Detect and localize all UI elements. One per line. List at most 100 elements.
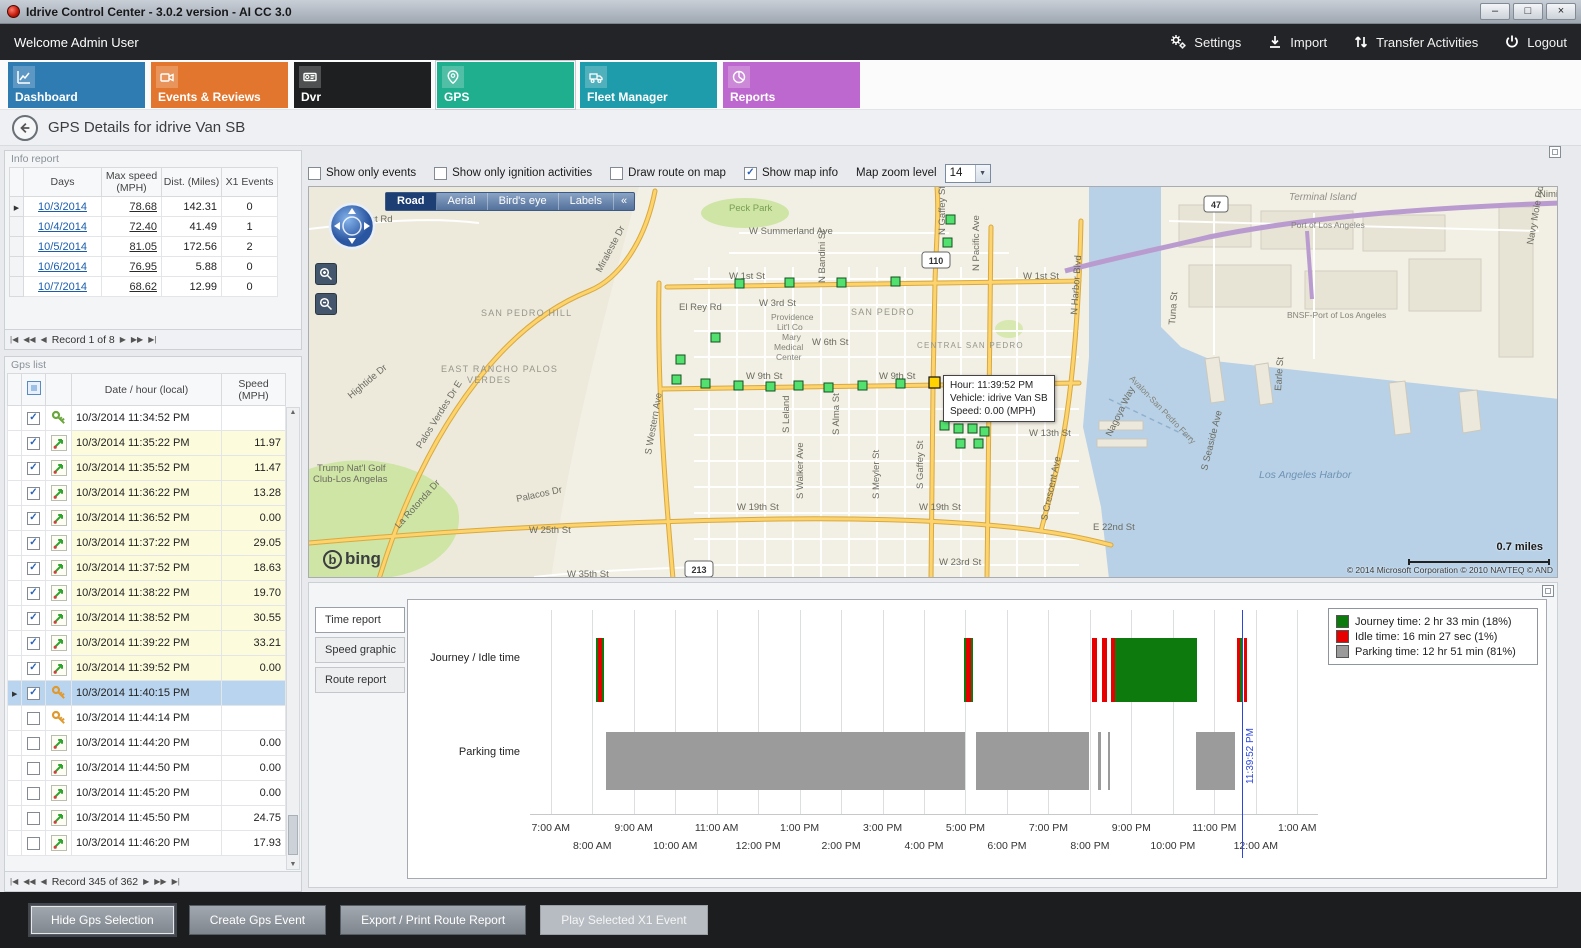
pager-fast-next-button[interactable]: ▶▶ bbox=[130, 335, 144, 344]
tab-reports[interactable]: Reports bbox=[723, 61, 860, 108]
pager-next-button[interactable]: ▶ bbox=[143, 877, 150, 886]
gps-row[interactable]: 10/3/2014 11:34:52 PM bbox=[7, 405, 286, 431]
row-checkbox[interactable] bbox=[27, 586, 40, 600]
max-speed-link[interactable]: 68.62 bbox=[129, 280, 157, 293]
row-checkbox[interactable] bbox=[27, 561, 40, 575]
map-zoom-select[interactable]: 14 bbox=[944, 163, 991, 183]
gps-row[interactable]: 10/3/2014 11:36:52 PM0.00 bbox=[7, 505, 286, 531]
col-speed[interactable]: Speed (MPH) bbox=[221, 373, 286, 406]
tab-dvr[interactable]: Dvr bbox=[294, 61, 431, 108]
logout-button[interactable]: Logout bbox=[1504, 34, 1567, 50]
checkbox-checked[interactable] bbox=[743, 166, 757, 180]
row-checkbox[interactable] bbox=[27, 461, 40, 475]
gps-list-scrollbar[interactable]: ▲ ▼ bbox=[286, 407, 300, 870]
row-checkbox[interactable] bbox=[27, 536, 40, 550]
view-tab-aerial[interactable]: Aerial bbox=[437, 193, 488, 210]
panel-maximize-button[interactable] bbox=[1549, 146, 1561, 158]
minimize-button[interactable]: – bbox=[1480, 3, 1510, 20]
day-link[interactable]: 10/5/2014 bbox=[38, 240, 87, 253]
hide-gps-selection-button[interactable]: Hide Gps Selection bbox=[30, 905, 175, 935]
bing-map[interactable]: 110 213 47 Peck Park W Summerland Ave bbox=[308, 186, 1558, 578]
view-tab-labels[interactable]: Labels bbox=[559, 193, 614, 210]
back-button[interactable] bbox=[12, 114, 38, 141]
row-checkbox[interactable] bbox=[27, 836, 40, 850]
pager-last-button[interactable]: ▶| bbox=[148, 335, 157, 344]
option-show-only-ignition[interactable]: Show only ignition activities bbox=[434, 166, 592, 180]
transfer-activities-button[interactable]: Transfer Activities bbox=[1353, 34, 1478, 50]
pager-fast-next-button[interactable]: ▶▶ bbox=[154, 877, 167, 886]
row-checkbox[interactable] bbox=[27, 736, 40, 750]
play-selected-x1-event-button[interactable]: Play Selected X1 Event bbox=[540, 905, 708, 935]
tab-events-reviews[interactable]: Events & Reviews bbox=[151, 61, 288, 108]
gps-row[interactable]: 10/3/2014 11:39:52 PM0.00 bbox=[7, 655, 286, 681]
day-link[interactable]: 10/3/2014 bbox=[38, 200, 87, 213]
tab-route-report[interactable]: Route report bbox=[315, 667, 405, 693]
gps-row[interactable]: 10/3/2014 11:44:14 PM bbox=[7, 705, 286, 731]
info-row[interactable]: 10/6/2014 76.95 5.88 0 bbox=[9, 256, 278, 277]
pager-first-button[interactable]: |◀ bbox=[10, 877, 19, 886]
max-speed-link[interactable]: 72.40 bbox=[129, 220, 157, 233]
tab-fleet-manager[interactable]: Fleet Manager bbox=[580, 61, 717, 108]
pager-first-button[interactable]: |◀ bbox=[10, 335, 19, 344]
max-speed-link[interactable]: 81.05 bbox=[129, 240, 157, 253]
info-row[interactable]: 10/3/2014 78.68 142.31 0 bbox=[9, 196, 278, 217]
gps-row[interactable]: 10/3/2014 11:45:20 PM 0.00 bbox=[7, 780, 286, 806]
row-checkbox[interactable] bbox=[27, 411, 40, 425]
row-checkbox[interactable] bbox=[27, 436, 40, 450]
scroll-up-icon[interactable]: ▲ bbox=[289, 409, 297, 416]
selected-gps-marker[interactable] bbox=[928, 376, 941, 389]
gps-row-selected[interactable]: 10/3/2014 11:40:15 PM bbox=[7, 680, 286, 706]
col-x1-events[interactable]: X1 Events bbox=[221, 167, 278, 197]
option-show-map-info[interactable]: Show map info bbox=[743, 166, 838, 180]
info-row[interactable]: 10/4/2014 72.40 41.49 1 bbox=[9, 216, 278, 237]
row-checkbox[interactable] bbox=[27, 711, 40, 725]
row-checkbox[interactable] bbox=[27, 686, 40, 700]
tab-speed-graphic[interactable]: Speed graphic bbox=[315, 637, 405, 663]
settings-button[interactable]: Settings bbox=[1169, 33, 1241, 51]
map-compass[interactable] bbox=[327, 201, 377, 251]
view-tab-road[interactable]: Road bbox=[386, 193, 437, 210]
scroll-down-icon[interactable]: ▼ bbox=[289, 861, 297, 868]
select-all-header[interactable] bbox=[21, 373, 46, 406]
tab-dashboard[interactable]: Dashboard bbox=[8, 61, 145, 108]
row-checkbox[interactable] bbox=[27, 611, 40, 625]
row-checkbox[interactable] bbox=[27, 511, 40, 525]
pager-last-button[interactable]: ▶| bbox=[171, 877, 180, 886]
info-row[interactable]: 10/5/2014 81.05 172.56 2 bbox=[9, 236, 278, 257]
map-canvas[interactable]: 110 213 47 Peck Park W Summerland Ave bbox=[309, 187, 1558, 578]
day-link[interactable]: 10/4/2014 bbox=[38, 220, 87, 233]
zoom-out-button[interactable] bbox=[315, 293, 337, 315]
maximize-button[interactable]: □ bbox=[1513, 3, 1543, 20]
col-dist[interactable]: Dist. (Miles) bbox=[161, 167, 222, 197]
row-checkbox[interactable] bbox=[27, 486, 40, 500]
col-days[interactable]: Days bbox=[23, 167, 102, 197]
checkbox[interactable] bbox=[434, 166, 448, 180]
pager-fast-prev-button[interactable]: ◀◀ bbox=[23, 335, 36, 344]
pager-prev-button[interactable]: ◀ bbox=[40, 335, 47, 344]
select-all-icon[interactable] bbox=[26, 381, 41, 395]
tab-time-report[interactable]: Time report bbox=[315, 607, 405, 633]
option-show-only-events[interactable]: Show only events bbox=[308, 166, 416, 180]
pager-next-button[interactable]: ▶ bbox=[119, 335, 126, 344]
max-speed-link[interactable]: 78.68 bbox=[129, 200, 157, 213]
gps-row[interactable]: 10/3/2014 11:46:20 PM 17.93 bbox=[7, 830, 286, 856]
checkbox[interactable] bbox=[308, 166, 321, 180]
pager-fast-prev-button[interactable]: ◀◀ bbox=[23, 877, 36, 886]
row-checkbox[interactable] bbox=[27, 786, 40, 800]
row-checkbox[interactable] bbox=[27, 811, 40, 825]
gps-markers[interactable] bbox=[671, 214, 990, 449]
pager-prev-button[interactable]: ◀ bbox=[40, 877, 47, 886]
col-max-speed[interactable]: Max speed (MPH) bbox=[101, 167, 162, 197]
row-checkbox[interactable] bbox=[27, 636, 40, 650]
option-draw-route[interactable]: Draw route on map bbox=[610, 166, 726, 180]
checkbox[interactable] bbox=[610, 166, 624, 180]
close-button[interactable]: × bbox=[1546, 3, 1576, 20]
zoom-in-button[interactable] bbox=[315, 263, 337, 285]
